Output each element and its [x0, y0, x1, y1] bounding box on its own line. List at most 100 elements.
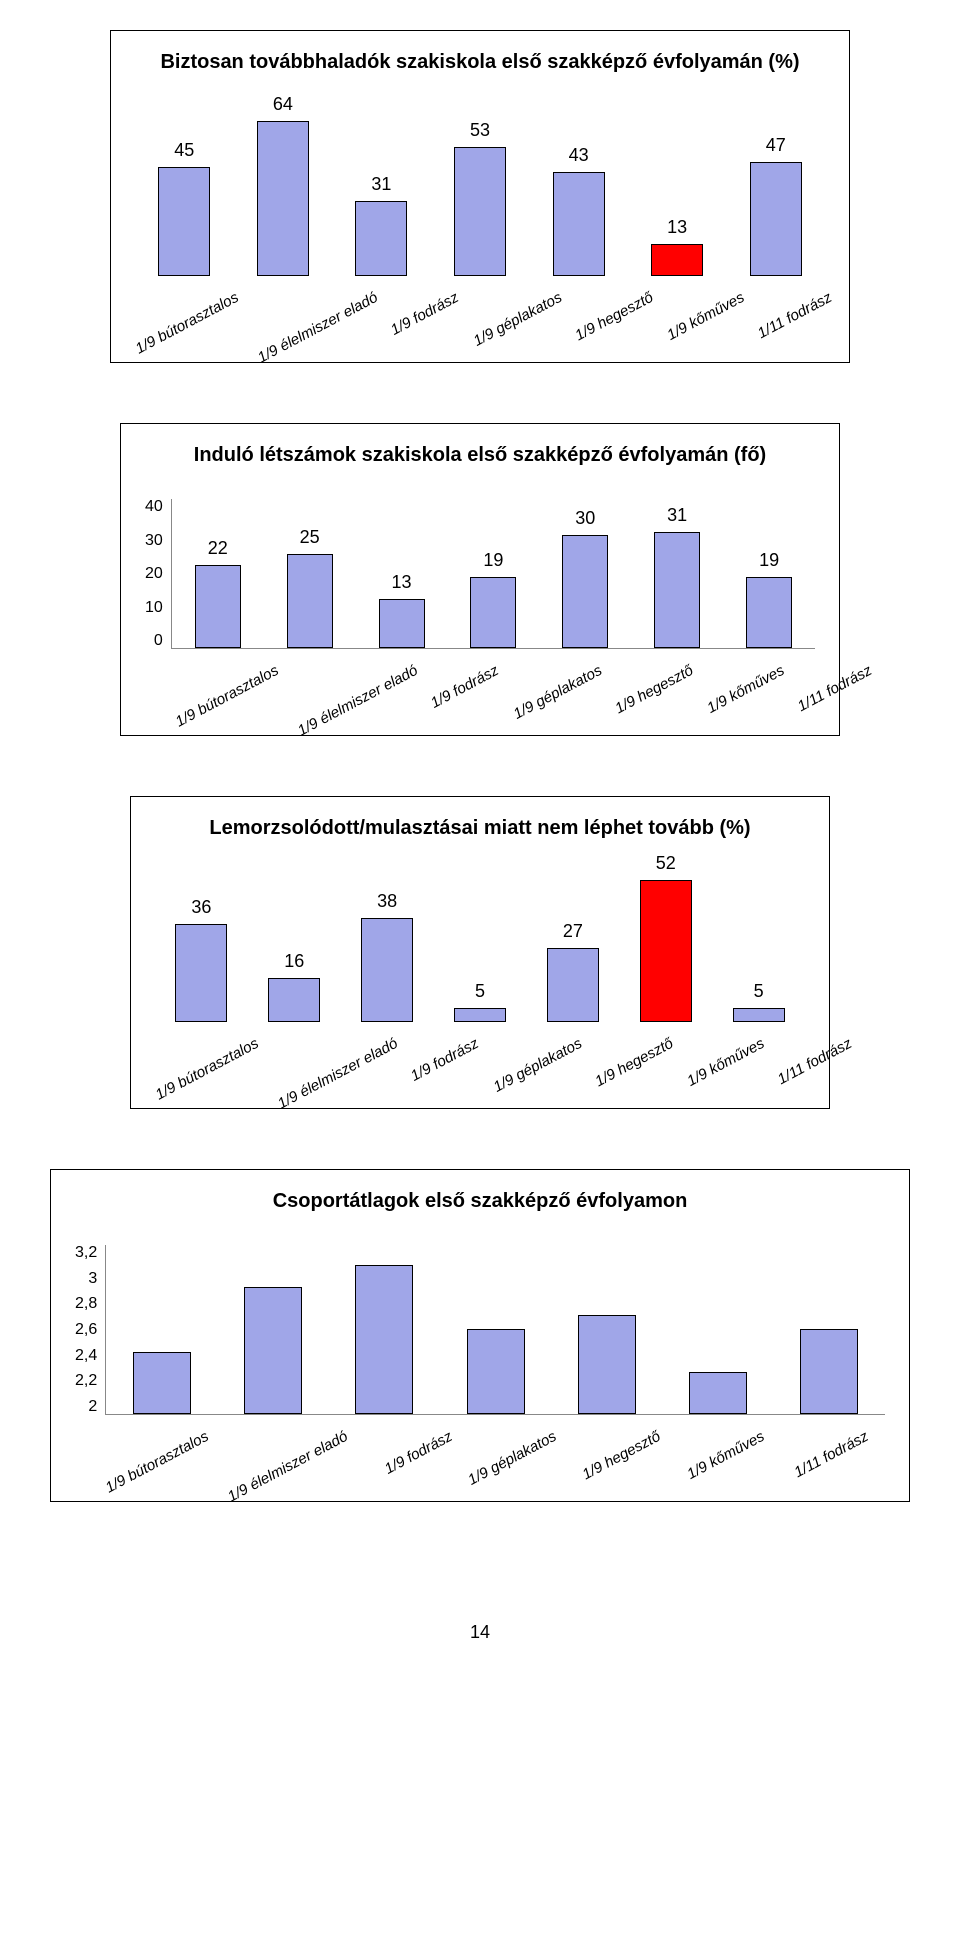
bar — [257, 121, 309, 276]
bar-slot — [551, 1309, 662, 1414]
x-category-label: 1/9 bútorasztalos — [133, 286, 272, 404]
bar-slot — [329, 1259, 440, 1414]
bar-value-label: 45 — [174, 140, 194, 161]
y-axis: 403020100 — [145, 499, 171, 649]
bar — [800, 1329, 858, 1414]
bar — [175, 924, 227, 1022]
x-category-label: 1/9 géplakatos — [511, 659, 635, 769]
bar-value-label: 27 — [563, 921, 583, 942]
bar — [651, 244, 703, 276]
y-tick-label: 2 — [88, 1399, 97, 1415]
bar — [467, 1329, 525, 1414]
bar-slot: 36 — [155, 897, 248, 1022]
bar — [454, 1008, 506, 1022]
x-category-label: 1/9 fodrász — [360, 1425, 485, 1536]
y-tick-label: 3 — [88, 1271, 97, 1287]
chart-csoportatlagok: Csoportátlagok első szakképző évfolyamon… — [50, 1169, 910, 1502]
bar — [553, 172, 605, 276]
bar-slot — [440, 1323, 551, 1414]
bar-slot: 16 — [248, 951, 341, 1022]
bar — [361, 918, 413, 1022]
bar — [287, 554, 333, 648]
bar — [268, 978, 320, 1022]
bar-value-label: 22 — [208, 538, 228, 559]
bar-value-label: 31 — [371, 174, 391, 195]
bar-value-label: 5 — [475, 981, 485, 1002]
bar-value-label: 30 — [575, 508, 595, 529]
bar-slot: 22 — [172, 538, 264, 648]
bar-slot: 52 — [619, 853, 712, 1022]
x-category-label: 1/11 fodrász — [755, 286, 865, 389]
bar-value-label: 19 — [483, 550, 503, 571]
bar — [133, 1352, 191, 1414]
x-category-label: 1/9 bútorasztalos — [173, 659, 312, 777]
bar-slot: 25 — [264, 527, 356, 648]
x-category-label: 1/9 élelmiszer eladó — [275, 1032, 431, 1159]
bar — [195, 565, 241, 648]
bar-slot: 19 — [447, 550, 539, 648]
x-category-label: 1/9 géplakatos — [464, 1425, 589, 1536]
bar-slot — [774, 1323, 885, 1414]
bar-slot: 13 — [628, 217, 727, 276]
y-tick-label: 30 — [145, 533, 163, 549]
bar-slot — [106, 1346, 217, 1414]
bar — [562, 535, 608, 648]
bar — [355, 1265, 413, 1414]
bar — [547, 948, 599, 1022]
x-axis-labels: 1/9 bútorasztalos1/9 élelmiszer eladó1/9… — [75, 1421, 885, 1491]
chart-axisplot: 3,232,82,62,42,22 — [75, 1245, 885, 1415]
bar — [640, 880, 692, 1022]
bar — [746, 577, 792, 648]
bar-slot: 43 — [529, 145, 628, 276]
chart-axisplot: 403020100 22251319303119 — [145, 499, 815, 649]
bar-value-label: 25 — [300, 527, 320, 548]
bar-slot: 13 — [356, 572, 448, 648]
bar-slot: 30 — [539, 508, 631, 648]
bar — [578, 1315, 636, 1414]
bar-value-label: 52 — [656, 853, 676, 874]
chart-title: Csoportátlagok első szakképző évfolyamon — [75, 1188, 885, 1215]
bar — [244, 1287, 302, 1414]
bar-value-label: 5 — [754, 981, 764, 1002]
x-category-label: 1/11 fodrász — [795, 659, 905, 762]
bar-value-label: 13 — [667, 217, 687, 238]
x-category-label: 1/9 géplakatos — [471, 286, 595, 396]
bar-value-label: 13 — [392, 572, 412, 593]
bar-slot — [663, 1366, 774, 1414]
y-tick-label: 10 — [145, 600, 163, 616]
bar — [454, 147, 506, 276]
y-tick-label: 40 — [145, 499, 163, 515]
y-tick-label: 2,2 — [75, 1373, 97, 1389]
bar — [379, 599, 425, 648]
chart-title: Biztosan továbbhaladók szakiskola első s… — [135, 49, 825, 76]
chart-lemorzsolodott: Lemorzsolódott/mulasztásai miatt nem lép… — [130, 796, 830, 1109]
y-tick-label: 3,2 — [75, 1245, 97, 1261]
bar — [689, 1372, 747, 1414]
y-axis: 3,232,82,62,42,22 — [75, 1245, 105, 1415]
chart-plot — [105, 1245, 885, 1415]
bar-value-label: 43 — [569, 145, 589, 166]
bar-value-label: 36 — [191, 897, 211, 918]
x-axis-labels: 1/9 bútorasztalos1/9 élelmiszer eladó1/9… — [155, 1028, 805, 1098]
chart-plot: 22251319303119 — [171, 499, 815, 649]
bar-slot — [218, 1281, 329, 1414]
bar-slot: 5 — [434, 981, 527, 1022]
x-category-label: 1/11 fodrász — [775, 1032, 885, 1135]
bar-value-label: 16 — [284, 951, 304, 972]
x-category-label: 1/9 élelmiszer eladó — [225, 1425, 381, 1552]
chart-plot: 45643153431347 — [135, 106, 825, 276]
bar-value-label: 53 — [470, 120, 490, 141]
bar — [158, 167, 210, 276]
bar-slot: 53 — [431, 120, 530, 276]
y-tick-label: 20 — [145, 566, 163, 582]
bar-slot: 47 — [726, 135, 825, 276]
x-category-label: 1/9 géplakatos — [491, 1032, 615, 1142]
bar-slot: 27 — [526, 921, 619, 1022]
bar-slot: 19 — [723, 550, 815, 648]
bar-slot: 38 — [341, 891, 434, 1022]
bar-slot: 31 — [332, 174, 431, 276]
y-tick-label: 2,6 — [75, 1322, 97, 1338]
chart-title: Lemorzsolódott/mulasztásai miatt nem lép… — [155, 815, 805, 842]
bar-slot: 5 — [712, 981, 805, 1022]
bar — [654, 532, 700, 648]
